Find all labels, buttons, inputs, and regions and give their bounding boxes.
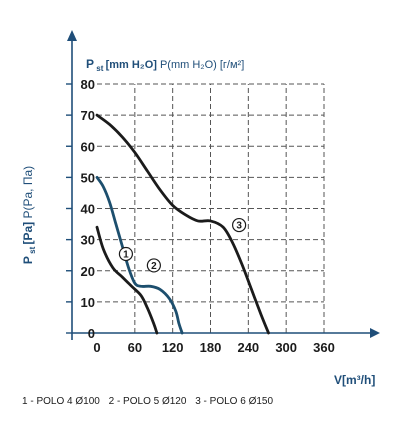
legend-item-1: 1 - POLO 4 Ø100 xyxy=(22,396,100,407)
x-tick-label-60: 60 xyxy=(128,340,142,355)
axes xyxy=(66,30,380,340)
x-tick-label-300: 300 xyxy=(275,340,297,355)
y-axis-arrow xyxy=(67,30,77,41)
series-curve-3 xyxy=(95,113,270,335)
y-tick-label-10: 10 xyxy=(81,295,95,310)
x-tick-label-120: 120 xyxy=(162,340,184,355)
x-tick-label-240: 240 xyxy=(237,340,259,355)
series-curves: 1 2 3 xyxy=(95,113,270,335)
y-tick-label-80: 80 xyxy=(81,77,95,92)
series-badge-label-1: 1 xyxy=(123,249,129,260)
series-badge-circle-2 xyxy=(146,258,161,273)
series-badge-label-2: 2 xyxy=(151,261,157,272)
y-tick-label-0: 0 xyxy=(88,326,95,341)
x-axis-arrow xyxy=(370,328,380,338)
grid xyxy=(97,83,325,333)
y-tick-label-70: 70 xyxy=(81,108,95,123)
y-tick-label-40: 40 xyxy=(81,202,95,217)
legend-item-3: 3 - POLO 6 Ø150 xyxy=(195,396,274,407)
x-axis-label: V[m³/h] xyxy=(334,373,375,387)
y-tick-label-50: 50 xyxy=(81,170,95,185)
series-curve-2 xyxy=(95,175,184,335)
x-tick-label-180: 180 xyxy=(200,340,222,355)
y-axis-label: P st [Pa] P(Pa, Па) xyxy=(21,166,37,264)
x-tick-label-360: 360 xyxy=(313,340,335,355)
legend-item-2: 2 - POLO 5 Ø120 xyxy=(108,396,187,407)
y-tick-label-60: 60 xyxy=(81,139,95,154)
y-axis-secondary-label: P st [mm H₂O] P(mm H₂O) [г/м²] xyxy=(86,57,244,73)
series-curve-1 xyxy=(95,225,159,335)
series-badge-circle-3 xyxy=(232,217,247,233)
axis-labels: 0 10 20 30 40 50 60 70 80 0 60 120 180 240 300 360 P st … xyxy=(21,57,375,387)
y-tick-label-30: 30 xyxy=(81,233,95,248)
series-badge-label-3: 3 xyxy=(236,221,242,232)
y-tick-label-20: 20 xyxy=(81,264,95,279)
series-badge-circle-1 xyxy=(118,246,134,262)
x-tick-label-0: 0 xyxy=(93,340,100,355)
legend: 1 - POLO 4 Ø100 2 - POLO 5 Ø120 3 - POLO… xyxy=(22,396,279,407)
